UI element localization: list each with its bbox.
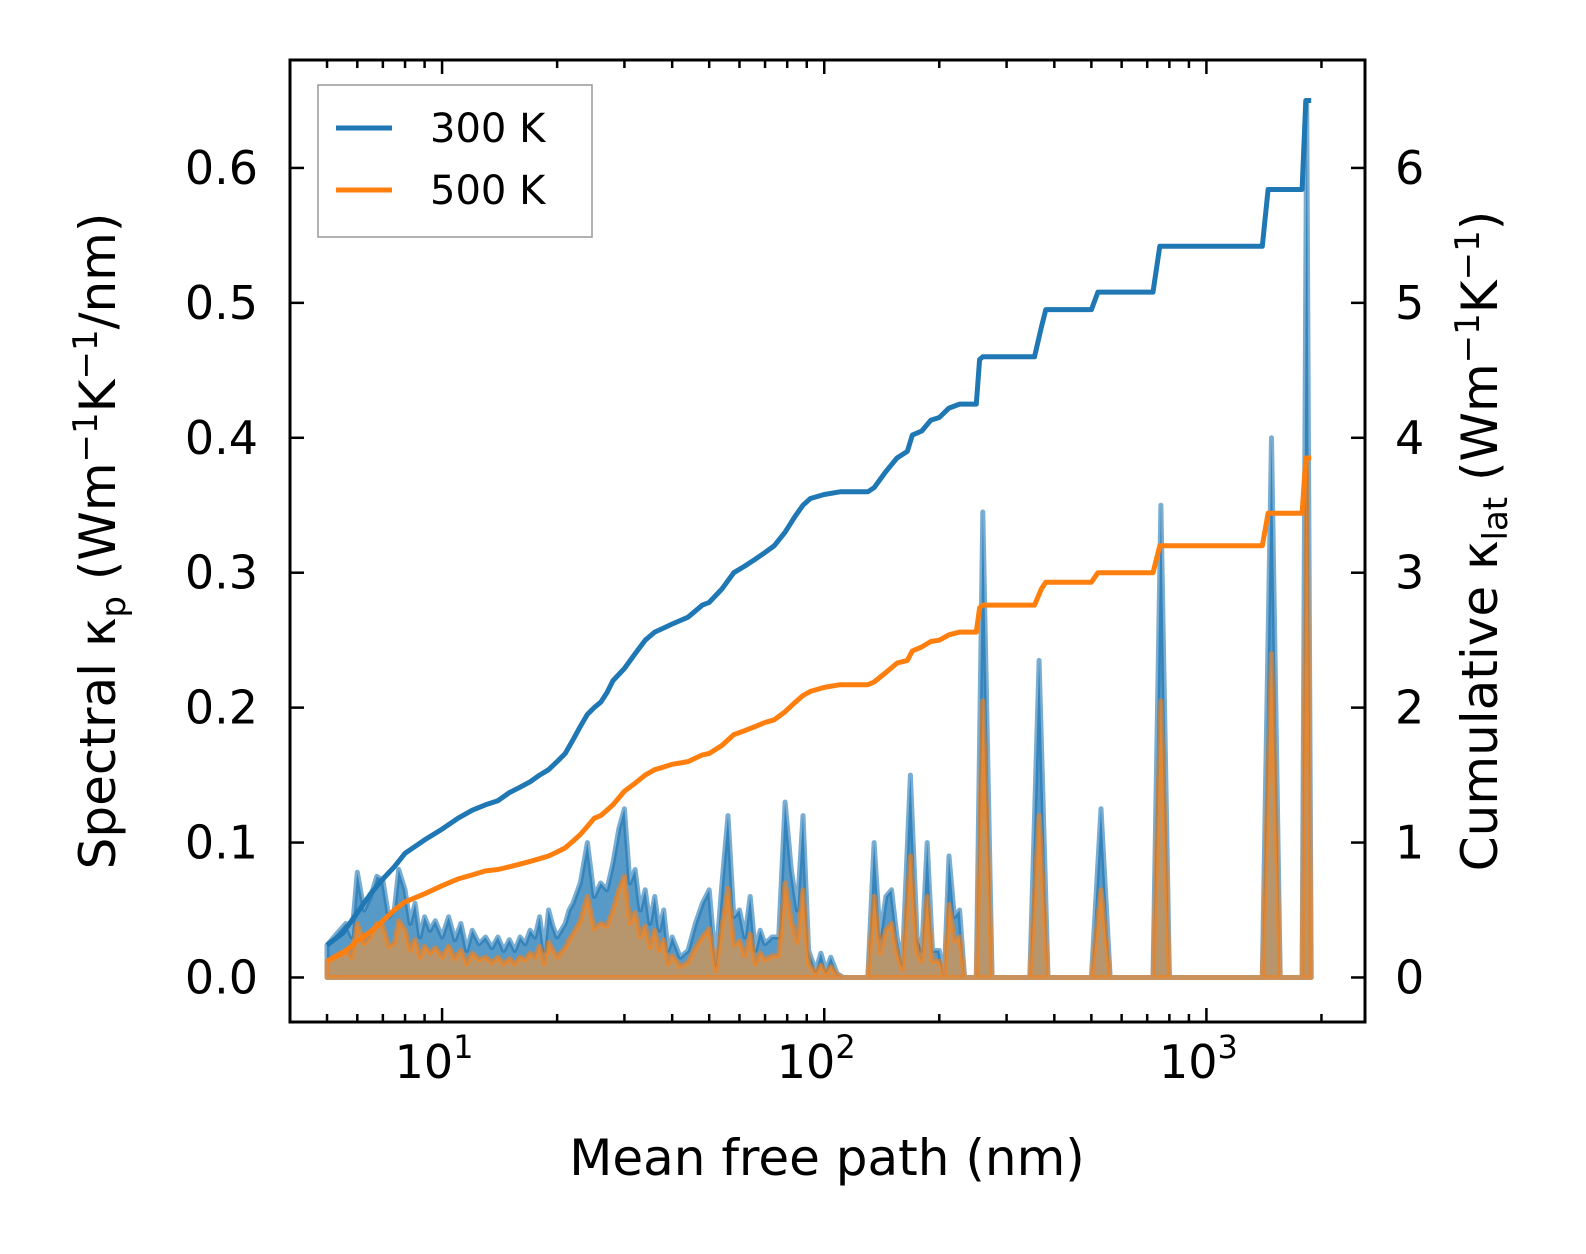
y-tick-label: 0.2 <box>185 681 258 735</box>
legend: 300 K 500 K <box>317 84 593 238</box>
y2-tick-label: 6 <box>1395 141 1424 195</box>
legend-box <box>317 84 593 238</box>
legend-label-500k: 500 K <box>430 168 547 214</box>
y-axis-title-a: Spectral κ <box>69 618 127 870</box>
y2-axis-title-a: Cumulative κ <box>1451 540 1509 871</box>
x-tick-label-exp: 1 <box>453 1028 473 1066</box>
y-axis-title-sup2: −1 <box>66 329 106 379</box>
x-tick-label-base: 10 <box>777 1035 836 1089</box>
y-tick-label: 0.3 <box>185 546 258 600</box>
y2-axis-title-d: ) <box>1451 211 1509 231</box>
spectral-layer <box>324 98 1314 980</box>
y-tick-label: 0.1 <box>185 816 258 870</box>
y-axis-title-b: (Wm <box>69 462 127 596</box>
x-tick-label-exp: 2 <box>835 1028 855 1066</box>
y2-axis-title-sup1: −1 <box>1448 313 1488 363</box>
y-axis-title: Spectral κp (Wm−1K−1/nm) <box>66 213 134 870</box>
x-tick-label-base: 10 <box>395 1035 454 1089</box>
y2-tick-label: 5 <box>1395 276 1424 330</box>
plot-frame <box>288 58 1367 1024</box>
spectral-area-300k <box>324 98 1314 980</box>
x-axis-title: Mean free path (nm) <box>569 1129 1085 1187</box>
y2-tick-label: 1 <box>1395 816 1424 870</box>
y-axis-title-sub: p <box>94 596 134 618</box>
x-tick-label-exp: 3 <box>1218 1028 1238 1066</box>
y-tick-label: 0.4 <box>185 411 258 465</box>
y2-tick-label: 4 <box>1395 411 1424 465</box>
y2-axis-title-b: (Wm <box>1451 363 1509 497</box>
cumulative-line-500k <box>325 455 1312 964</box>
y2-tick-label: 2 <box>1395 681 1424 735</box>
x-tick-label-base: 10 <box>1159 1035 1218 1089</box>
y-tick-label: 0.0 <box>185 950 258 1004</box>
y-axis-title-c: K <box>69 378 127 412</box>
y2-tick-label: 0 <box>1395 950 1424 1004</box>
y-axis-title-d: /nm) <box>69 213 127 330</box>
cumulative-layer <box>325 98 1312 964</box>
y-axis-title-sup1: −1 <box>66 412 106 462</box>
legend-label-300k: 300 K <box>430 106 547 152</box>
x-tick-label: 101 <box>395 1028 474 1089</box>
y2-axis-title-sub: lat <box>1476 497 1516 541</box>
y2-axis-title-c: K <box>1451 279 1509 313</box>
x-tick-label: 103 <box>1159 1028 1238 1089</box>
y-tick-label: 0.6 <box>185 141 258 195</box>
cumulative-line-300k <box>325 98 1312 948</box>
y2-tick-label: 3 <box>1395 546 1424 600</box>
y2-axis-title-sup2: −1 <box>1448 230 1488 280</box>
y2-axis-title: Cumulative κlat (Wm−1K−1) <box>1448 211 1516 871</box>
x-tick-label: 102 <box>777 1028 856 1089</box>
spectral-area-500k <box>324 455 1314 980</box>
y-tick-label: 0.5 <box>185 276 258 330</box>
